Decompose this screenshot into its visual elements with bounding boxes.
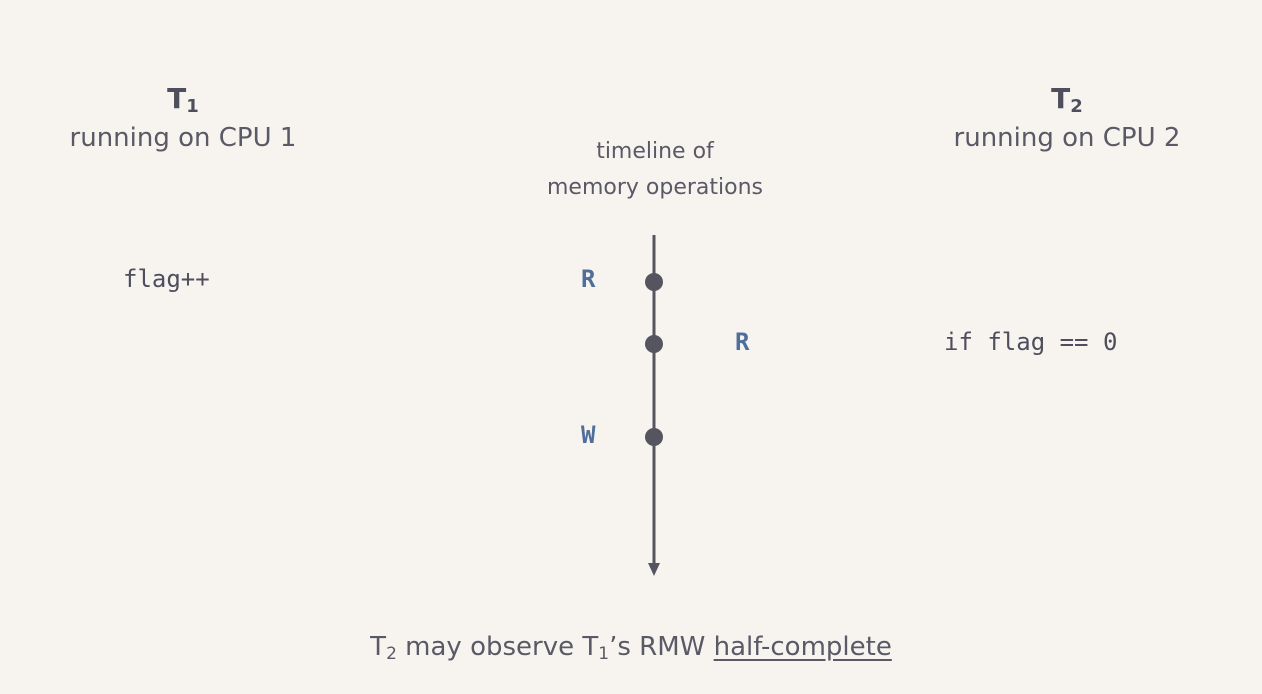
thread1-subtitle: running on CPU 1 — [69, 123, 297, 153]
caption-emphasis: half-complete — [713, 632, 892, 662]
timeline-op-write-t1: W — [581, 421, 596, 449]
timeline-axis — [645, 235, 663, 576]
timeline-label-line1: timeline of — [596, 139, 714, 164]
timeline-op-read-t1: R — [581, 265, 596, 293]
thread1-code: flag++ — [123, 265, 210, 293]
timeline-dot-op2 — [645, 335, 663, 353]
timeline-label-line2: memory operations — [546, 175, 763, 200]
thread1-name: T1 — [167, 82, 199, 118]
timeline-dot-op1 — [645, 273, 663, 291]
timeline-dot-op3 — [645, 428, 663, 446]
thread2-code: if flag == 0 — [944, 328, 1118, 356]
thread2-name: T2 — [1051, 82, 1083, 118]
timeline-label: timeline of memory operations — [505, 134, 805, 206]
thread2-subtitle: running on CPU 2 — [953, 123, 1181, 153]
thread1-header: T1 running on CPU 1 — [33, 82, 333, 154]
thread2-header: T2 running on CPU 2 — [917, 82, 1217, 154]
timeline-arrowhead — [648, 563, 660, 576]
caption: T2 may observe T1’s RMW half-complete — [370, 632, 892, 664]
timeline-op-read-t2: R — [735, 328, 750, 356]
